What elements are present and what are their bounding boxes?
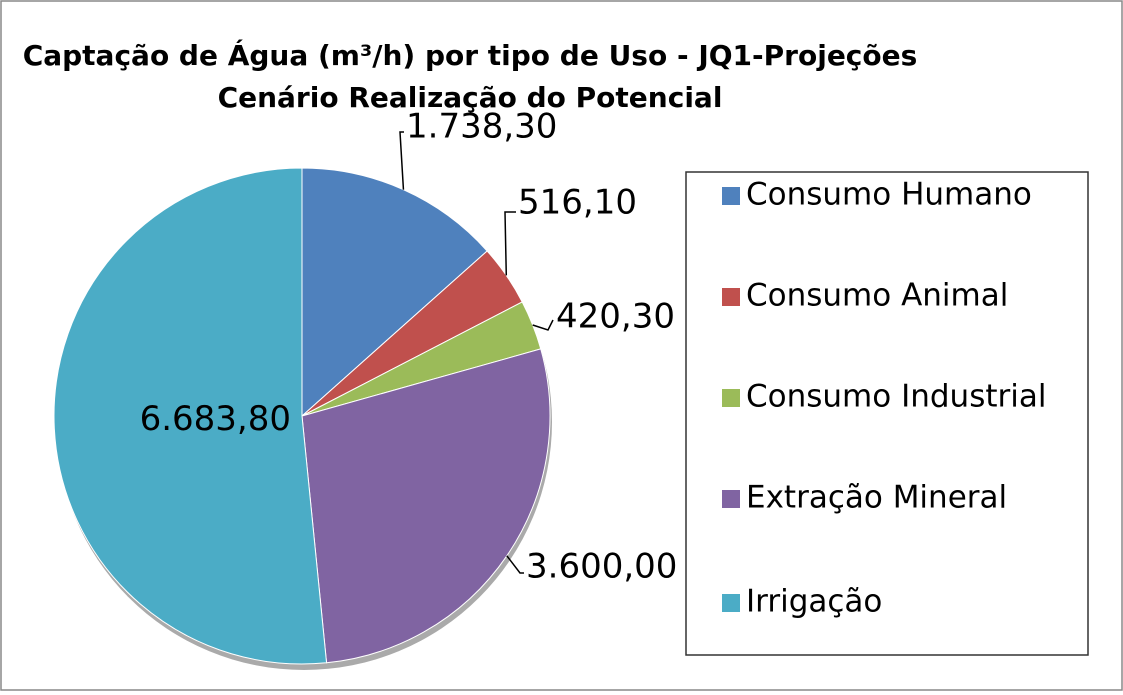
legend-label: Irrigação bbox=[746, 584, 882, 620]
legend-swatch bbox=[722, 490, 740, 508]
legend-box bbox=[685, 171, 1089, 656]
legend-label: Consumo Animal bbox=[746, 278, 1008, 314]
data-label: 6.683,80 bbox=[140, 399, 291, 439]
legend-label: Extração Mineral bbox=[746, 480, 1007, 516]
data-label: 3.600,00 bbox=[526, 547, 677, 587]
leader-line bbox=[399, 131, 405, 190]
legend-swatch bbox=[722, 594, 740, 612]
legend-label: Consumo Industrial bbox=[746, 379, 1046, 415]
data-label: 420,30 bbox=[556, 297, 675, 337]
leader-line bbox=[506, 555, 524, 574]
leader-line bbox=[532, 319, 554, 331]
pie-slice bbox=[301, 348, 551, 664]
legend-swatch bbox=[722, 288, 740, 306]
legend-label: Consumo Humano bbox=[746, 177, 1032, 213]
data-label: 516,10 bbox=[518, 183, 637, 223]
data-label: 1.738,30 bbox=[406, 107, 557, 147]
legend-swatch bbox=[722, 187, 740, 205]
chart-subtitle: Cenário Realização do Potencial bbox=[218, 81, 723, 114]
legend-swatch bbox=[722, 389, 740, 407]
pie-slice bbox=[301, 167, 488, 418]
pie-slice bbox=[53, 167, 328, 665]
leader-line bbox=[504, 211, 516, 276]
chart-title: Captação de Água (m³/h) por tipo de Uso … bbox=[23, 38, 918, 72]
